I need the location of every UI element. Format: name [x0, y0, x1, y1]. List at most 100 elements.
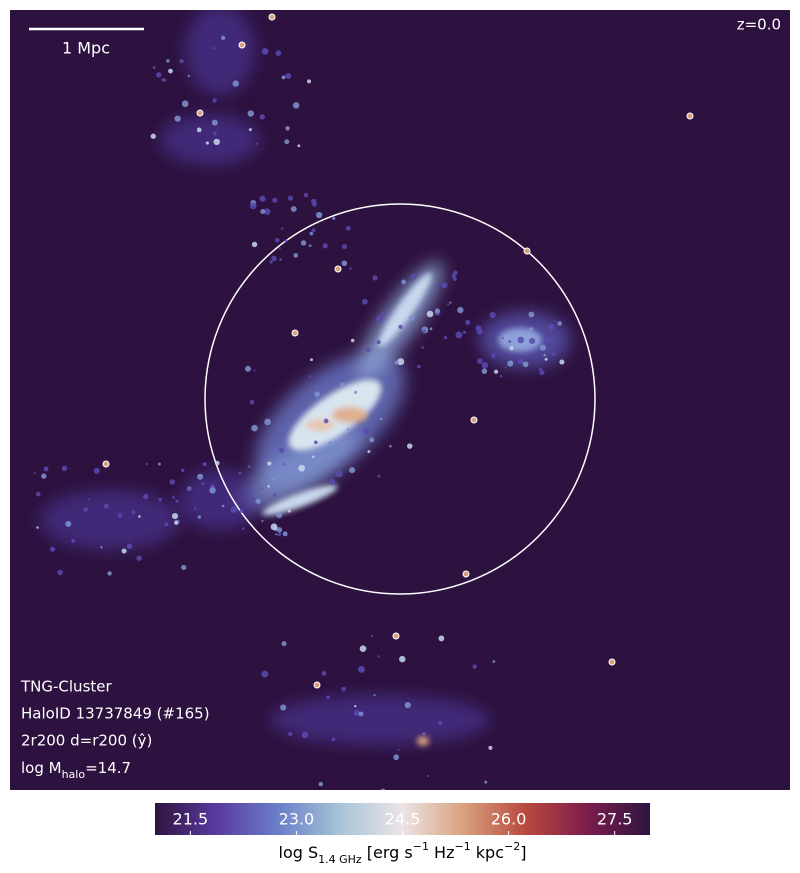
emission-clump — [408, 315, 415, 321]
emission-clump — [363, 428, 370, 435]
emission-clump — [358, 711, 364, 717]
emission-clump — [401, 279, 407, 285]
emission-clump — [451, 274, 456, 279]
emission-clump — [438, 635, 445, 642]
emission-clump — [457, 306, 464, 314]
emission-clump — [293, 253, 299, 258]
emission-clump — [331, 737, 336, 742]
emission-clump — [377, 474, 381, 478]
colorbar-gradient — [155, 803, 650, 835]
emission-clump — [488, 745, 493, 750]
emission-clump — [249, 399, 255, 405]
emission-clump — [41, 473, 47, 479]
emission-clump — [145, 462, 148, 466]
emission-clump — [309, 231, 314, 236]
emission-clump — [131, 510, 136, 515]
mass-label: log Mhalo=14.7 — [21, 759, 131, 781]
emission-clump — [465, 319, 471, 326]
info-line: HaloID 13737849 (#165) — [21, 705, 210, 723]
colorbar-label-part: [erg s — [362, 843, 413, 862]
colorbar-tick-label: 24.5 — [385, 810, 421, 829]
emission-clump — [275, 238, 280, 243]
blob — [270, 695, 490, 745]
emission-clump — [341, 260, 348, 267]
emission-clump — [492, 352, 495, 356]
emission-clump — [171, 513, 179, 520]
emission-clump — [491, 353, 496, 359]
emission-clump — [158, 497, 162, 502]
emission-clump — [277, 532, 282, 537]
emission-clump — [285, 126, 290, 131]
emission-clump — [362, 298, 368, 305]
emission-clump — [499, 374, 503, 378]
colorbar-label: log S1.4 GHz [erg s−1 Hz−1 kpc−2] — [279, 840, 527, 866]
emission-clump — [260, 209, 266, 214]
emission-clump — [281, 641, 287, 647]
emission-clump — [247, 465, 251, 469]
colorbar-label-part: −1 — [454, 840, 470, 853]
emission-clump — [261, 487, 264, 490]
emission-clump — [259, 195, 266, 202]
emission-clump — [301, 731, 309, 739]
emission-clump — [417, 364, 421, 369]
emission-clump — [281, 227, 284, 230]
emission-clump — [429, 327, 433, 331]
compact-source — [334, 265, 342, 273]
emission-clump — [322, 243, 328, 249]
emission-clump — [194, 507, 197, 510]
emission-clump — [169, 479, 176, 485]
r200-circle — [204, 203, 596, 595]
emission-clump — [253, 369, 256, 372]
emission-clump — [341, 244, 348, 250]
emission-clump — [168, 68, 173, 74]
emission-clump — [36, 526, 39, 529]
emission-clump — [290, 206, 297, 212]
compact-source — [238, 41, 246, 49]
emission-clump — [436, 284, 439, 287]
blob — [180, 470, 260, 530]
emission-clump — [349, 267, 352, 270]
emission-clump — [205, 141, 209, 145]
emission-clump — [399, 655, 406, 663]
emission-clump — [517, 358, 524, 365]
emission-clump — [441, 282, 448, 289]
emission-clump — [232, 80, 239, 87]
colorbar-label-part: Hz — [429, 843, 455, 862]
emission-clump — [221, 504, 225, 508]
emission-clump — [297, 144, 301, 148]
emission-clump — [261, 670, 269, 678]
blob — [185, 10, 255, 95]
emission-clump — [508, 340, 512, 343]
mass-label-part: log M — [21, 759, 62, 777]
emission-clump — [481, 368, 488, 374]
emission-clump — [117, 513, 123, 518]
emission-clump — [529, 337, 536, 345]
emission-clump — [539, 344, 546, 351]
emission-clump — [421, 346, 424, 349]
compact-source — [462, 570, 470, 578]
emission-clump — [280, 704, 287, 711]
emission-clump — [238, 471, 242, 475]
emission-clump — [449, 301, 452, 304]
emission-clump — [551, 352, 556, 356]
emission-clump — [121, 548, 127, 554]
blob — [306, 419, 334, 431]
emission-clump — [251, 241, 258, 248]
emission-clump — [251, 424, 258, 432]
emission-clump — [522, 361, 529, 368]
emission-clump — [57, 569, 63, 576]
compact-source — [686, 112, 694, 120]
colorbar-tick-label: 27.5 — [597, 810, 633, 829]
emission-clump — [283, 463, 286, 466]
emission-clump — [349, 467, 356, 474]
emission-clump — [410, 273, 417, 280]
emission-clump — [528, 327, 534, 332]
emission-clump — [71, 538, 76, 543]
emission-clump — [489, 311, 496, 319]
emission-clump — [350, 338, 355, 343]
colorbar-label-part: 1.4 GHz — [318, 853, 362, 866]
emission-clump — [284, 139, 290, 145]
emission-clump — [328, 441, 334, 447]
emission-clump — [329, 478, 336, 486]
